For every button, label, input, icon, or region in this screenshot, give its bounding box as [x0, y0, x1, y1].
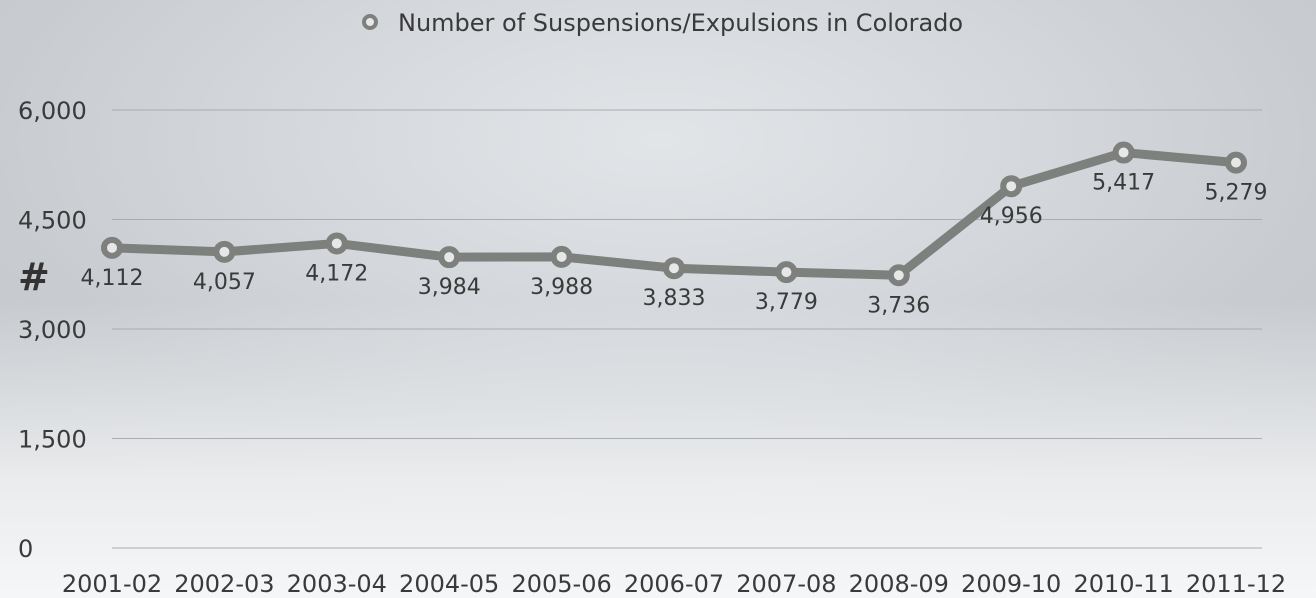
y-tick-label: 4,500 — [18, 207, 87, 235]
x-tick-label: 2003-04 — [287, 570, 387, 598]
gridlines — [112, 109, 1262, 549]
data-point — [663, 257, 685, 280]
x-tick-label: 2010-11 — [1073, 570, 1173, 598]
data-label: 3,988 — [530, 275, 593, 300]
x-tick-label: 2004-05 — [399, 570, 499, 598]
data-point — [213, 240, 236, 263]
data-label: 3,833 — [643, 286, 706, 311]
x-tick-label: 2008-09 — [849, 570, 949, 598]
data-label: 4,112 — [81, 266, 144, 291]
x-tick-label: 2005-06 — [511, 570, 611, 598]
data-point — [775, 261, 798, 284]
data-label: 5,279 — [1205, 181, 1268, 206]
data-label: 4,172 — [305, 261, 368, 286]
legend-marker — [362, 14, 378, 30]
x-tick-label: 2001-02 — [62, 570, 162, 598]
data-point — [1112, 141, 1135, 164]
x-tick-label: 2002-03 — [174, 570, 274, 598]
legend-entry: Number of Suspensions/Expulsions in Colo… — [398, 9, 963, 37]
data-point — [887, 264, 910, 287]
y-tick-label: 6,000 — [18, 97, 87, 125]
legend: Number of Suspensions/Expulsions in Colo… — [362, 9, 963, 37]
data-labels: 4,112 4,057 4,172 3,984 3,988 3,833 3,779 3,736… — [81, 171, 1268, 319]
y-axis-label: # — [18, 255, 50, 299]
data-label: 3,984 — [418, 275, 481, 300]
data-label: 3,779 — [755, 290, 818, 315]
y-axis-tick-labels: 0 1,500 3,000 4,500 6,000 — [18, 97, 87, 563]
y-tick-label: 3,000 — [18, 316, 87, 344]
data-point — [325, 232, 348, 255]
y-tick-label: 0 — [18, 535, 33, 563]
data-label: 5,417 — [1092, 171, 1155, 196]
x-tick-label: 2011-12 — [1186, 570, 1286, 598]
data-point — [101, 236, 123, 259]
data-point — [1225, 151, 1247, 174]
series-line — [107, 148, 1241, 280]
data-point — [438, 246, 461, 269]
data-label: 4,956 — [980, 204, 1043, 229]
x-tick-label: 2007-08 — [736, 570, 836, 598]
data-point — [550, 245, 573, 268]
y-tick-label: 1,500 — [18, 426, 87, 454]
data-label: 3,736 — [867, 293, 930, 318]
x-tick-label: 2009-10 — [961, 570, 1061, 598]
series-line-group — [101, 141, 1247, 287]
data-label: 4,057 — [193, 270, 256, 295]
data-point — [1000, 175, 1023, 198]
x-tick-label: 2006-07 — [624, 570, 724, 598]
x-axis-tick-labels: 2001-02 2002-03 2003-04 2004-05 2005-06 2006-… — [62, 570, 1286, 598]
